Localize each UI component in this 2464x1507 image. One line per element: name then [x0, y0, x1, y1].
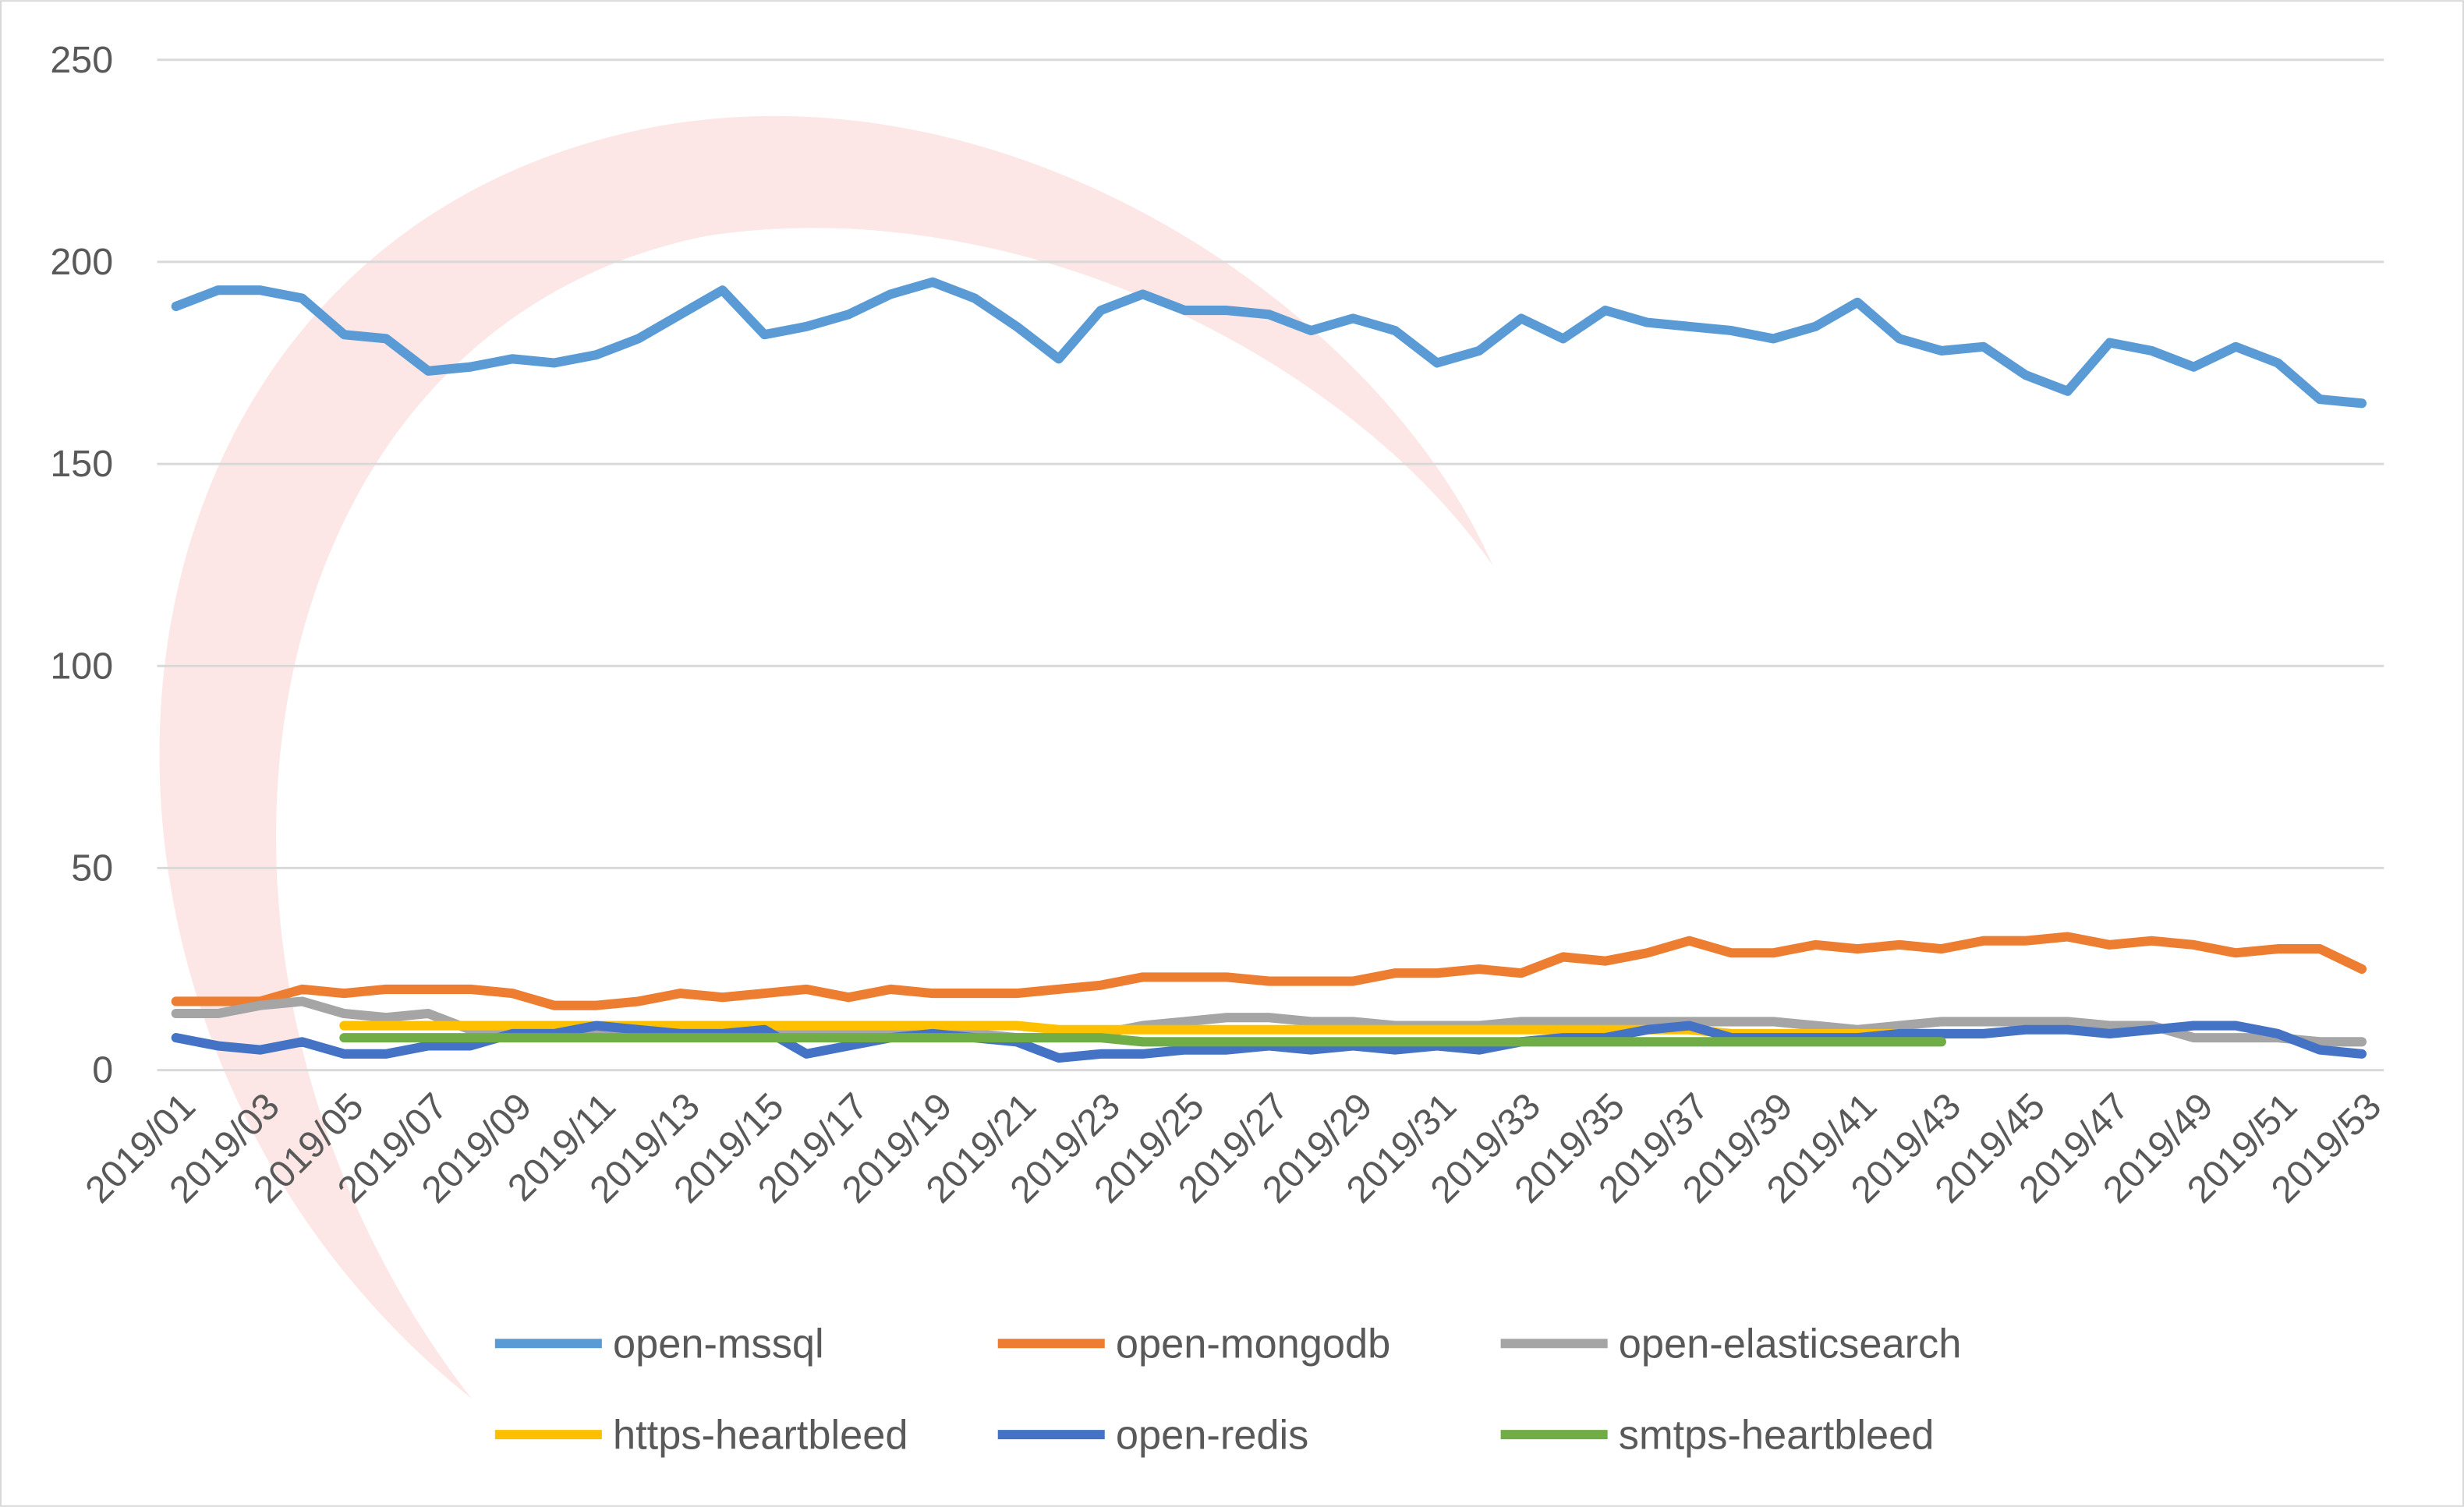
legend-label: open-elasticsearch [1619, 1321, 1962, 1367]
legend-label: open-redis [1116, 1413, 1308, 1458]
legend-label: open-mongodb [1116, 1321, 1390, 1367]
legend-label: https-heartbleed [613, 1413, 908, 1458]
y-tick-label: 50 [71, 847, 113, 890]
y-tick-label: 100 [50, 645, 113, 687]
y-tick-label: 150 [50, 443, 113, 485]
y-tick-label: 0 [92, 1049, 113, 1091]
series-line [171, 277, 2367, 409]
y-tick-label: 200 [50, 241, 113, 283]
y-tick-label: 250 [50, 39, 113, 81]
series-line [171, 932, 2367, 1010]
series-line [339, 1033, 1946, 1047]
legend-label: smtps-heartbleed [1619, 1413, 1935, 1458]
legend-label: open-mssql [613, 1321, 824, 1367]
